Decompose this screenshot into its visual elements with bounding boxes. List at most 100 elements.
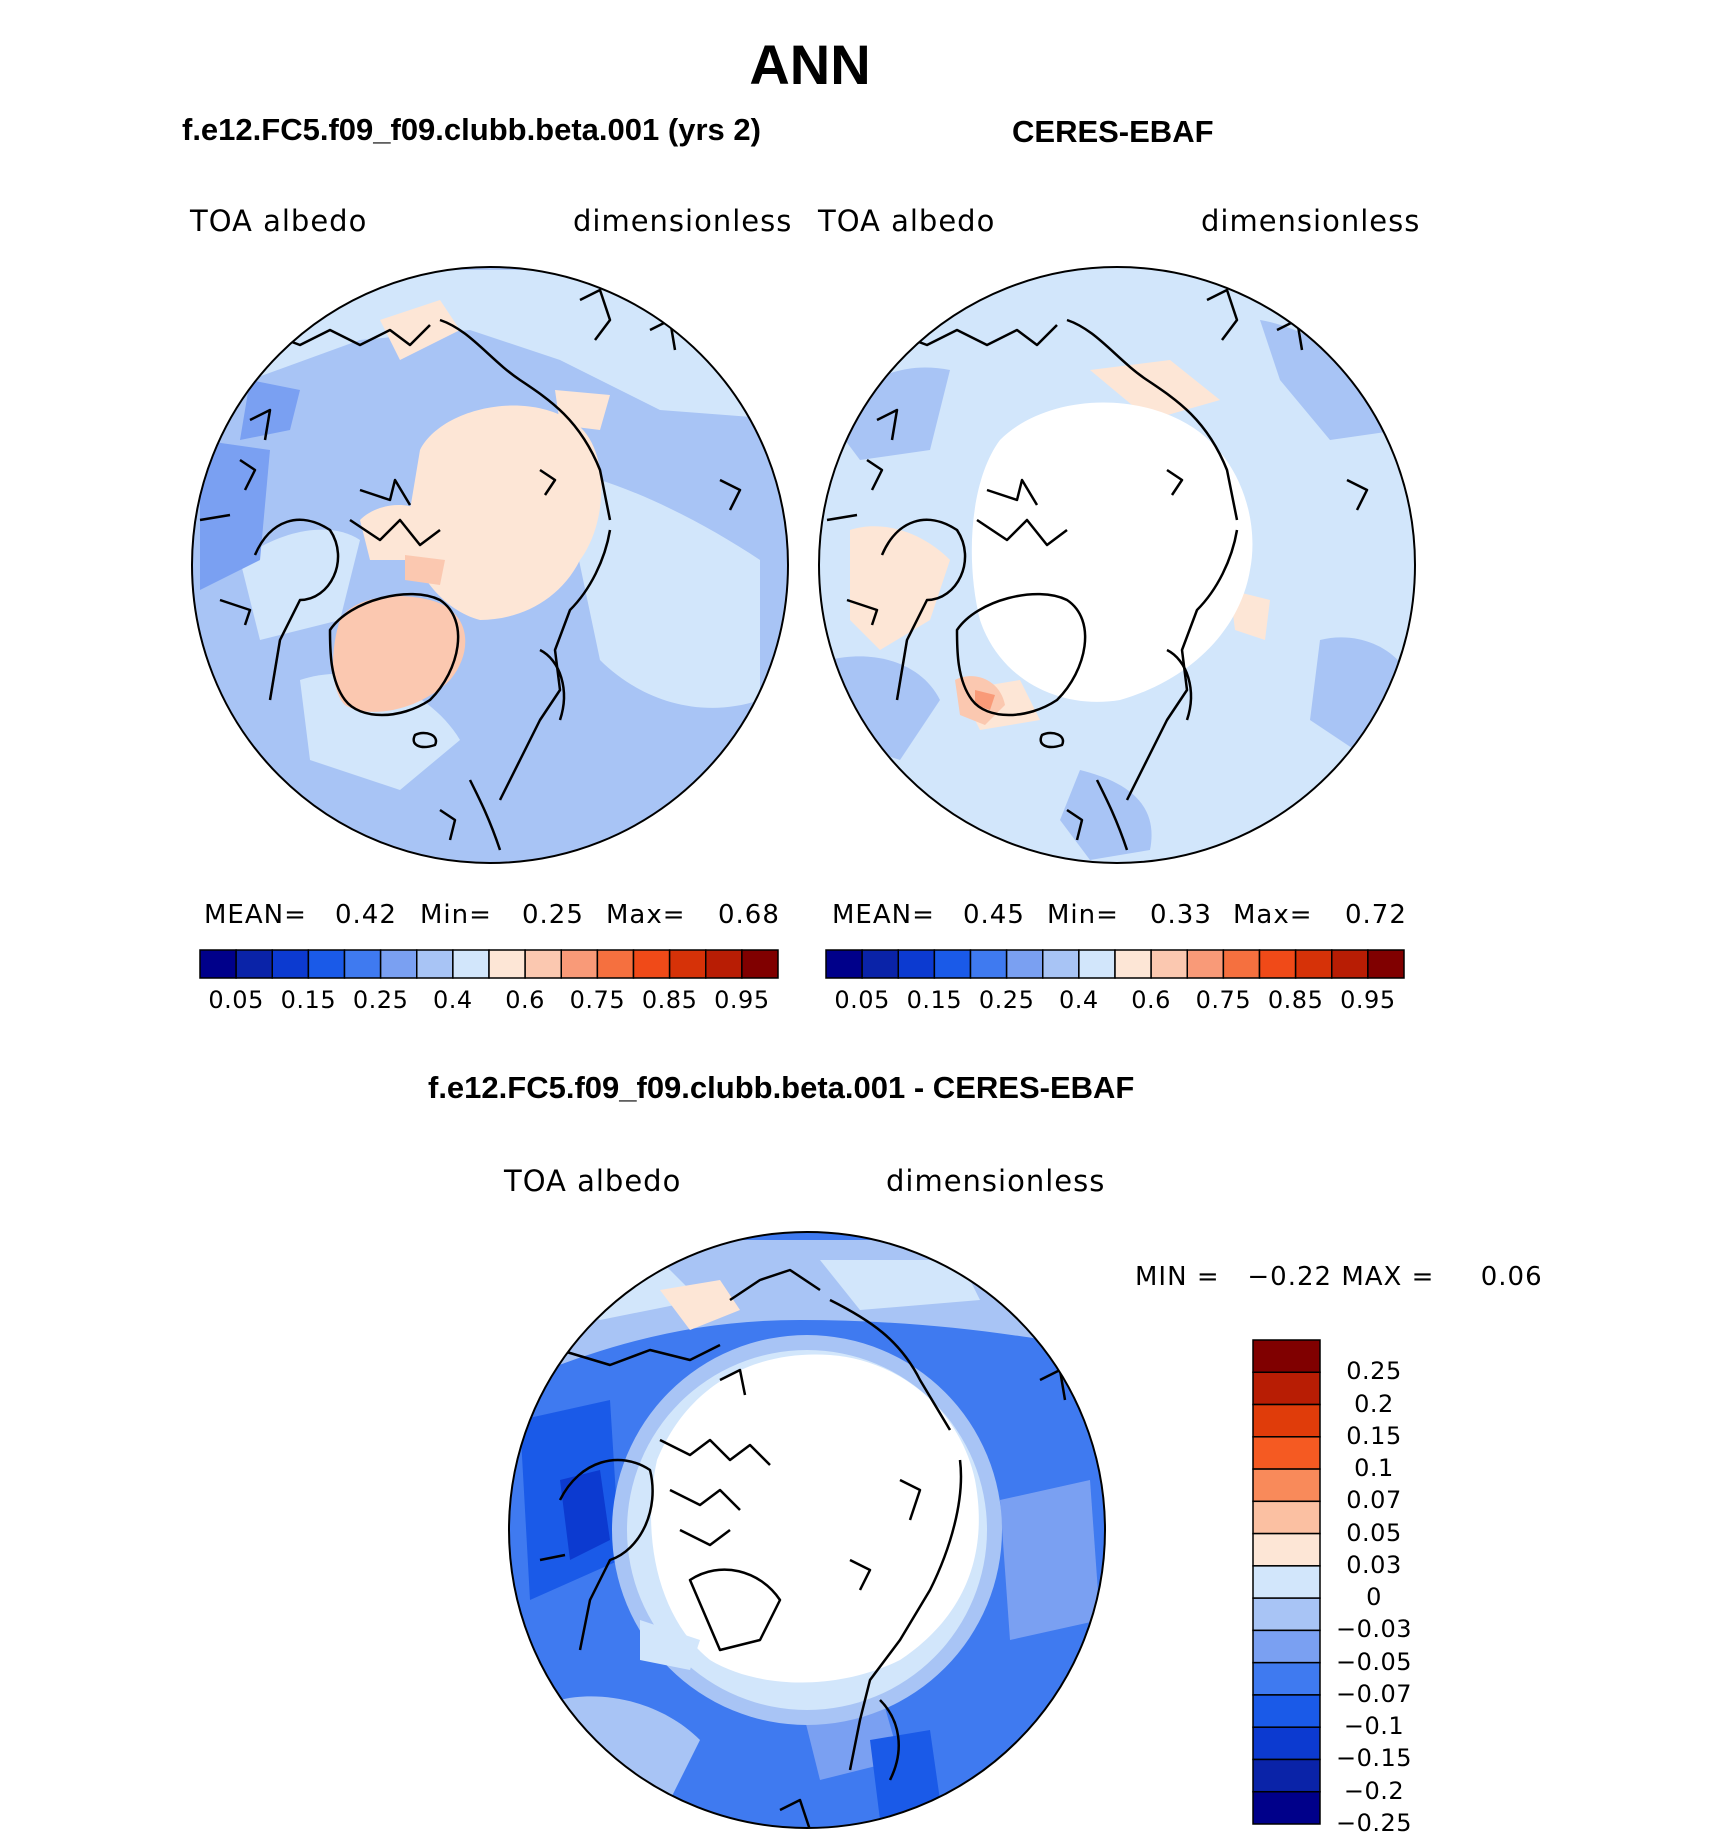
colorbar-tick-label: 0.95 xyxy=(714,986,770,1014)
colorbar-tick-label: 0.85 xyxy=(641,986,698,1014)
colorbar-swatch xyxy=(1252,1661,1321,1696)
difference-header: f.e12.FC5.f09_f09.clubb.beta.001 - CERES… xyxy=(428,1070,1135,1105)
colorbar-swatch xyxy=(1252,1371,1321,1406)
colorbar-tick-label: 0.1 xyxy=(1354,1454,1394,1483)
map-ceres xyxy=(818,266,1416,864)
colorbar-swatch xyxy=(1367,949,1405,979)
panel-a-header: f.e12.FC5.f09_f09.clubb.beta.001 (yrs 2) xyxy=(182,112,761,147)
difference-units: dimensionless xyxy=(886,1164,1106,1198)
colorbar-swatch xyxy=(668,949,707,979)
panel-a-max: 0.68 xyxy=(718,900,780,930)
panel-b-mean-label: MEAN= xyxy=(832,900,935,930)
panel-b-mean: 0.45 xyxy=(963,900,1025,930)
colorbar-tick-label: 0.03 xyxy=(1346,1550,1402,1579)
colorbar-tick-label: −0.15 xyxy=(1335,1744,1413,1773)
colorbar-tick-label: 0.85 xyxy=(1267,986,1324,1014)
colorbar-tick-label: 0.4 xyxy=(433,986,473,1014)
colorbar-swatch xyxy=(1150,949,1188,979)
colorbar-tick-label: 0.25 xyxy=(978,986,1035,1014)
panel-a-mean-label: MEAN= xyxy=(204,900,307,930)
colorbar-swatch xyxy=(1252,1694,1321,1728)
colorbar-tick-label: 0.05 xyxy=(208,986,264,1014)
panel-b-max-label: Max= xyxy=(1233,900,1313,930)
colorbar-swatch xyxy=(861,949,899,979)
map-difference xyxy=(508,1231,1106,1829)
colorbar-swatch xyxy=(705,949,743,979)
colorbar-swatch xyxy=(199,949,237,979)
colorbar-tick-label: 0.75 xyxy=(569,986,626,1014)
colorbar-swatch xyxy=(933,949,972,979)
colorbar-tick-label: −0.03 xyxy=(1335,1615,1413,1644)
colorbar-swatch xyxy=(825,949,863,979)
panel-b-min-label: Min= xyxy=(1047,900,1119,930)
colorbar-tick-label: 0.07 xyxy=(1346,1486,1402,1515)
colorbar-swatch xyxy=(271,949,310,979)
panel-b-header: CERES-EBAF xyxy=(1012,114,1214,149)
colorbar-swatch xyxy=(235,949,273,979)
colorbar-swatch xyxy=(1252,1597,1321,1632)
colorbar-tick-label: −0.05 xyxy=(1335,1647,1413,1676)
colorbar-tick-label: 0.15 xyxy=(1346,1421,1402,1450)
colorbar-swatch xyxy=(1005,949,1044,979)
colorbar-tick-label: 0.25 xyxy=(352,986,409,1014)
colorbar-swatch xyxy=(1252,1500,1321,1535)
colorbar-tick-label: 0 xyxy=(1366,1583,1382,1612)
panel-b-variable: TOA albedo xyxy=(818,204,996,238)
panel-a-min: 0.25 xyxy=(522,900,584,930)
colorbar-swatch xyxy=(1252,1726,1321,1761)
colorbar-tick-label: 0.15 xyxy=(906,986,963,1014)
colorbar-swatch xyxy=(452,949,490,979)
colorbar-swatch xyxy=(897,949,936,979)
colorbar-tick-label: 0.25 xyxy=(1346,1357,1402,1386)
colorbar-tick-label: −0.25 xyxy=(1335,1809,1413,1837)
colorbar-tick-label: 0.2 xyxy=(1354,1389,1394,1418)
colorbar-swatch xyxy=(1331,949,1369,979)
colorbar-tick-label: 0.75 xyxy=(1195,986,1252,1014)
colorbar-swatch xyxy=(343,949,382,979)
colorbar-swatch xyxy=(1186,949,1225,979)
colorbar-tick-label: 0.15 xyxy=(280,986,337,1014)
colorbar-tick-label: 0.6 xyxy=(1131,986,1171,1014)
panel-b-max: 0.72 xyxy=(1345,900,1407,930)
colorbar-tick-label: 0.4 xyxy=(1059,986,1099,1014)
colorbar-difference xyxy=(1252,1339,1321,1825)
colorbar-model xyxy=(199,949,779,979)
difference-range: MIN = −0.22 MAX = 0.06 xyxy=(1135,1262,1543,1292)
colorbar-tick-label: −0.2 xyxy=(1343,1776,1405,1805)
colorbar-swatch xyxy=(1252,1629,1321,1664)
colorbar-swatch xyxy=(1042,949,1080,979)
colorbar-swatch xyxy=(416,949,454,979)
panel-a-max-label: Max= xyxy=(606,900,686,930)
colorbar-swatch xyxy=(969,949,1008,979)
colorbar-ceres xyxy=(825,949,1405,979)
colorbar-swatch xyxy=(1252,1468,1321,1503)
colorbar-swatch xyxy=(1252,1339,1321,1374)
panel-a-variable: TOA albedo xyxy=(190,204,368,238)
colorbar-tick-label: 0.05 xyxy=(1346,1518,1402,1547)
colorbar-swatch xyxy=(1252,1758,1321,1793)
colorbar-tick-label: 0.05 xyxy=(834,986,890,1014)
colorbar-swatch xyxy=(1222,949,1261,979)
colorbar-swatch xyxy=(1252,1436,1321,1470)
difference-variable: TOA albedo xyxy=(504,1164,682,1198)
colorbar-swatch xyxy=(1294,949,1333,979)
colorbar-swatch xyxy=(1078,949,1116,979)
panel-a-min-label: Min= xyxy=(420,900,492,930)
colorbar-swatch xyxy=(741,949,779,979)
colorbar-swatch xyxy=(1252,1532,1321,1567)
colorbar-swatch xyxy=(1258,949,1297,979)
panel-a-units: dimensionless xyxy=(573,204,793,238)
colorbar-swatch xyxy=(488,949,526,979)
colorbar-swatch xyxy=(307,949,346,979)
map-model xyxy=(191,266,789,864)
colorbar-swatch xyxy=(1114,949,1152,979)
colorbar-swatch xyxy=(596,949,635,979)
colorbar-swatch xyxy=(524,949,562,979)
colorbar-tick-label: 0.95 xyxy=(1340,986,1396,1014)
colorbar-swatch xyxy=(1252,1403,1321,1438)
page-title: ANN xyxy=(749,33,871,96)
panel-b-units: dimensionless xyxy=(1201,204,1421,238)
colorbar-swatch xyxy=(1252,1790,1321,1825)
